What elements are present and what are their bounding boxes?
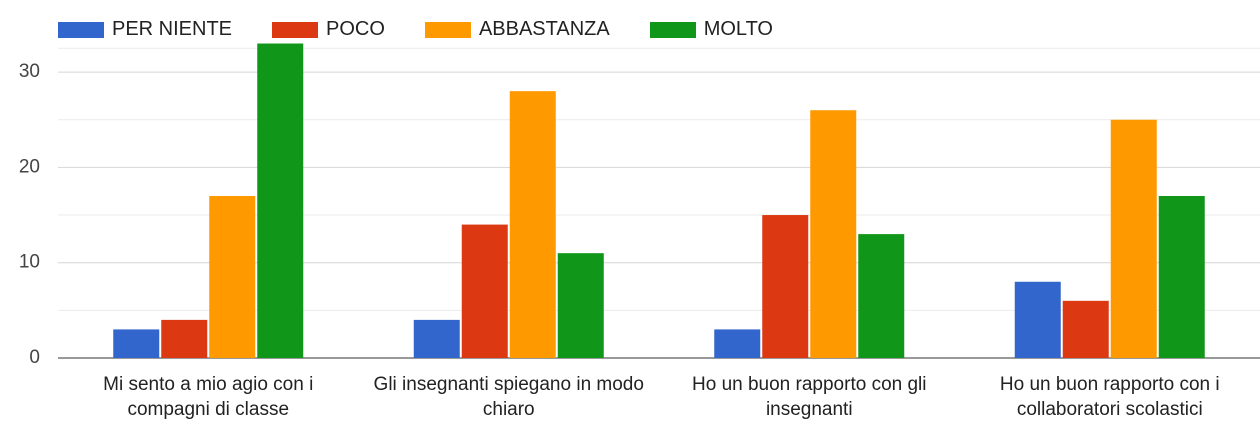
bar <box>1110 119 1157 358</box>
legend: PER NIENTE POCO ABBASTANZA MOLTO <box>58 18 813 41</box>
y-tick-label: 10 <box>19 252 40 273</box>
x-tick-label: Ho un buon rapporto con i collaboratori … <box>999 374 1220 420</box>
bar <box>557 253 604 358</box>
bar <box>1158 195 1205 358</box>
bar <box>161 319 208 358</box>
legend-swatch <box>649 21 696 38</box>
x-tick-label: Ho un buon rapporto con gli insegnanti <box>692 374 927 420</box>
bar <box>762 215 809 358</box>
bar <box>810 110 857 358</box>
bar <box>209 195 256 358</box>
bar <box>1014 281 1061 358</box>
bar <box>714 329 761 358</box>
legend-item: POCO <box>272 18 385 41</box>
legend-swatch <box>272 21 319 38</box>
legend-swatch <box>424 21 471 38</box>
bar <box>257 43 304 358</box>
legend-item: ABBASTANZA <box>424 18 610 41</box>
legend-item: PER NIENTE <box>58 18 232 41</box>
legend-label: ABBASTANZA <box>478 18 610 40</box>
legend-swatch <box>58 21 104 38</box>
bar <box>113 329 160 358</box>
y-tick-label: 20 <box>19 156 40 177</box>
bar <box>858 234 905 358</box>
bar <box>413 319 460 358</box>
legend-item: MOLTO <box>649 18 773 41</box>
y-tick-label: 30 <box>19 61 40 82</box>
legend-label: MOLTO <box>703 18 773 40</box>
x-tick-label: Mi sento a mio agio con i compagni di cl… <box>103 374 314 420</box>
bar <box>509 91 556 358</box>
legend-label: PER NIENTE <box>112 18 233 40</box>
y-tick-label: 0 <box>29 347 40 368</box>
bar <box>461 224 508 358</box>
x-tick-label: Gli insegnanti spiegano in modo chiaro <box>373 374 644 420</box>
bar <box>1062 300 1109 358</box>
legend-label: POCO <box>326 18 385 40</box>
